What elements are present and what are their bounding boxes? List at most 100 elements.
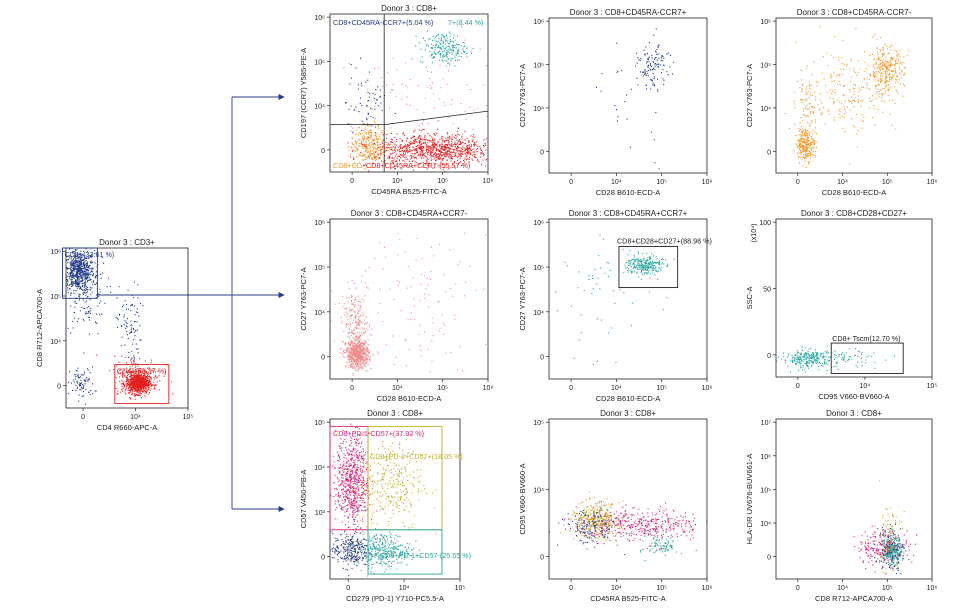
event-dot: [646, 88, 648, 90]
event-dot: [94, 283, 96, 285]
event-dot: [127, 308, 129, 310]
event-dot: [855, 28, 857, 30]
event-dot: [432, 146, 434, 148]
event-dot: [379, 153, 381, 155]
event-dot: [809, 107, 811, 109]
event-dot: [67, 262, 69, 264]
event-dot: [135, 378, 137, 380]
event-dot: [75, 268, 77, 270]
event-dot: [459, 154, 461, 156]
gate-cd8-[interactable]: [62, 247, 98, 299]
event-dot: [369, 132, 371, 134]
event-dot: [89, 279, 91, 281]
event-dot: [432, 45, 434, 47]
event-dot: [863, 78, 865, 80]
event-dot: [468, 158, 470, 160]
event-dot: [798, 142, 800, 144]
event-dot: [883, 88, 885, 90]
gate-cd4-[interactable]: [114, 364, 170, 404]
event-dot: [441, 48, 443, 50]
event-dot: [458, 52, 460, 54]
event-dot: [888, 73, 890, 75]
event-dot: [73, 268, 75, 270]
event-dot: [875, 87, 877, 89]
event-dot: [429, 134, 431, 136]
event-dot: [882, 53, 884, 55]
event-dot: [373, 68, 375, 70]
event-dot: [843, 108, 845, 110]
event-dot: [801, 155, 803, 157]
event-dot: [799, 149, 801, 151]
event-dot: [502, 160, 503, 161]
event-dot: [355, 359, 357, 361]
event-dot: [441, 34, 443, 36]
event-dot: [448, 141, 450, 143]
event-dot: [387, 157, 389, 159]
panel-cd8: CD8+CD45RA-CCR7+(5.04 %) 7+(8.44 %)CD8+CD…: [299, 4, 503, 196]
event-dot: [885, 79, 887, 81]
event-dot: [892, 76, 894, 78]
event-dot: [87, 274, 89, 276]
events-ra-neg-ccr7-neg: [784, 26, 910, 169]
event-dot: [421, 147, 423, 149]
event-dot: [808, 142, 810, 144]
event-dot: [82, 259, 84, 261]
event-dot: [881, 62, 883, 64]
event-dot: [441, 137, 443, 139]
event-dot: [464, 130, 466, 132]
event-dot: [79, 389, 81, 391]
event-dot: [446, 150, 448, 152]
event-dot: [460, 103, 462, 105]
event-dot: [74, 251, 76, 253]
event-dot: [895, 89, 897, 91]
event-dot: [369, 158, 371, 160]
event-dot: [374, 132, 376, 134]
event-dot: [87, 280, 89, 282]
event-dot: [830, 54, 832, 56]
event-dot: [350, 130, 352, 132]
event-dot: [74, 281, 76, 283]
event-dot: [453, 162, 455, 164]
event-dot: [444, 150, 446, 152]
event-dot: [800, 143, 802, 145]
event-dot: [461, 137, 463, 139]
x-tick-label: 10⁴: [837, 179, 848, 186]
event-dot: [801, 90, 803, 92]
event-dot: [133, 384, 135, 386]
population-5: [96, 351, 174, 400]
event-dot: [365, 164, 367, 166]
event-dot: [401, 147, 403, 149]
event-dot: [87, 316, 89, 318]
event-dot: [156, 376, 158, 378]
event-dot: [143, 380, 145, 382]
event-dot: [466, 151, 468, 153]
event-dot: [869, 54, 871, 56]
event-dot: [896, 62, 898, 64]
event-dot: [142, 305, 144, 307]
event-dot: [491, 143, 492, 144]
event-dot: [882, 65, 884, 67]
event-dot: [439, 146, 441, 148]
event-dot: [89, 394, 91, 396]
event-dot: [94, 390, 96, 392]
event-dot: [842, 63, 844, 65]
event-dot: [404, 134, 406, 136]
event-dot: [838, 113, 840, 115]
event-dot: [428, 140, 430, 142]
event-dot: [352, 148, 354, 150]
event-dot: [133, 385, 135, 387]
event-dot: [377, 351, 379, 353]
event-dot: [365, 81, 367, 83]
event-dot: [454, 153, 456, 155]
event-dot: [77, 269, 79, 271]
event-dot: [79, 253, 81, 255]
event-dot: [122, 383, 124, 385]
event-dot: [455, 167, 457, 169]
event-dot: [805, 167, 807, 169]
event-dot: [651, 79, 653, 81]
event-dot: [84, 381, 86, 383]
event-dot: [382, 134, 384, 136]
quadrant-right[interactable]: [384, 110, 489, 125]
event-dot: [83, 286, 85, 288]
event-dot: [850, 101, 852, 103]
